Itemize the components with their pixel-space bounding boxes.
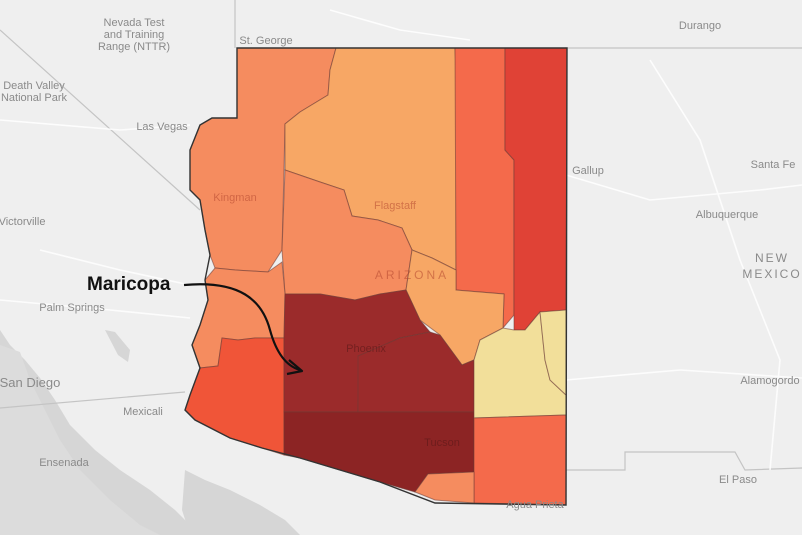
label-victorville: Victorville (0, 216, 45, 228)
label-death-valley-1: Death Valley (3, 80, 65, 92)
label-tucson: Tucson (424, 437, 460, 449)
baja-coast (0, 345, 160, 535)
label-nevada-test-range-1: Nevada Test (104, 17, 165, 29)
label-phoenix: Phoenix (346, 343, 386, 355)
county-greenlee[interactable] (539, 309, 567, 397)
label-new-mexico-1: NEW (755, 251, 789, 265)
maricopa-callout: Maricopa (87, 274, 304, 376)
arrow-head-icon (286, 359, 304, 376)
label-palm-springs: Palm Springs (39, 302, 105, 314)
label-new-mexico-2: MEXICO (742, 267, 801, 281)
label-albuquerque: Albuquerque (696, 209, 758, 221)
county-cochise[interactable] (473, 414, 567, 506)
callout-arrow (183, 283, 301, 372)
basemap-labels: Nevada Test and Training Range (NTTR) De… (0, 17, 801, 511)
label-san-diego: San Diego (0, 375, 60, 390)
label-nevada-test-range-3: Range (NTTR) (98, 41, 170, 53)
label-agua-prieta: Agua Prieta (506, 499, 564, 511)
label-kingman: Kingman (213, 192, 256, 204)
gulf-of-california (182, 470, 300, 535)
label-el-paso: El Paso (719, 474, 757, 486)
arizona-counties[interactable] (184, 47, 568, 506)
label-mexicali: Mexicali (123, 406, 163, 418)
salton-sea (105, 330, 130, 362)
label-durango: Durango (679, 20, 721, 32)
label-arizona: ARIZONA (375, 268, 449, 282)
county-santa-cruz[interactable] (414, 471, 475, 504)
callout-label: Maricopa (87, 274, 171, 295)
label-santa-fe: Santa Fe (751, 159, 796, 171)
label-ensenada: Ensenada (39, 457, 89, 469)
overlay-labels: Kingman Flagstaff ARIZONA Phoenix Tucson (213, 192, 460, 449)
label-gallup: Gallup (572, 165, 604, 177)
arizona-outline (184, 47, 568, 506)
label-las-vegas: Las Vegas (136, 121, 188, 133)
label-alamogordo: Alamogordo (740, 375, 799, 387)
label-st-george: St. George (239, 35, 292, 47)
label-nevada-test-range-2: and Training (104, 29, 165, 41)
road-network (0, 9, 802, 471)
label-death-valley-2: National Park (1, 92, 68, 104)
county-apache[interactable] (504, 47, 568, 331)
label-flagstaff: Flagstaff (374, 200, 417, 212)
